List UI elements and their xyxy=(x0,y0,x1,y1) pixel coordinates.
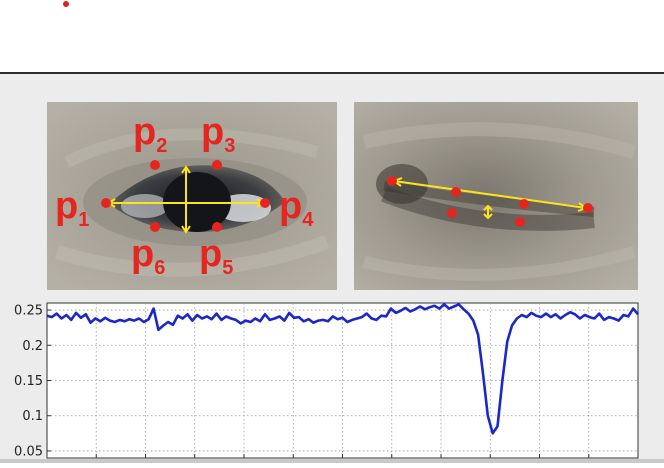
slide-footer-bar xyxy=(0,459,664,463)
y-tick-label: 0.2 xyxy=(22,339,43,354)
closed-dot-p1 xyxy=(387,176,397,186)
top-whitespace xyxy=(0,0,664,72)
closed-dot-p6 xyxy=(447,208,457,218)
y-tick-label: 0.05 xyxy=(14,444,43,459)
open-eye-image: p1 p2 p3 p4 p5 p6 xyxy=(47,102,337,290)
closed-dot-p5 xyxy=(515,217,525,227)
ear-chart: 0.25 0.2 0.15 0.1 0.05 xyxy=(0,298,664,463)
landmark-dot-p4 xyxy=(260,198,270,208)
y-tick-label: 0.15 xyxy=(14,374,43,389)
closed-dot-p4 xyxy=(583,203,593,213)
closed-dot-p3 xyxy=(519,199,529,209)
landmark-dot-p2 xyxy=(150,160,160,170)
closed-eye-image xyxy=(354,102,638,290)
y-tick-label: 0.25 xyxy=(14,304,43,319)
y-tick-label: 0.1 xyxy=(22,409,43,424)
landmark-dot-p5 xyxy=(212,222,222,232)
landmark-dot-p6 xyxy=(150,222,160,232)
landmark-dot-p1 xyxy=(101,198,111,208)
slide: p1 p2 p3 p4 p5 p6 xyxy=(0,72,664,463)
landmark-dot-p3 xyxy=(212,160,222,170)
closed-dot-p2 xyxy=(451,187,461,197)
cursor-dot xyxy=(63,1,69,7)
